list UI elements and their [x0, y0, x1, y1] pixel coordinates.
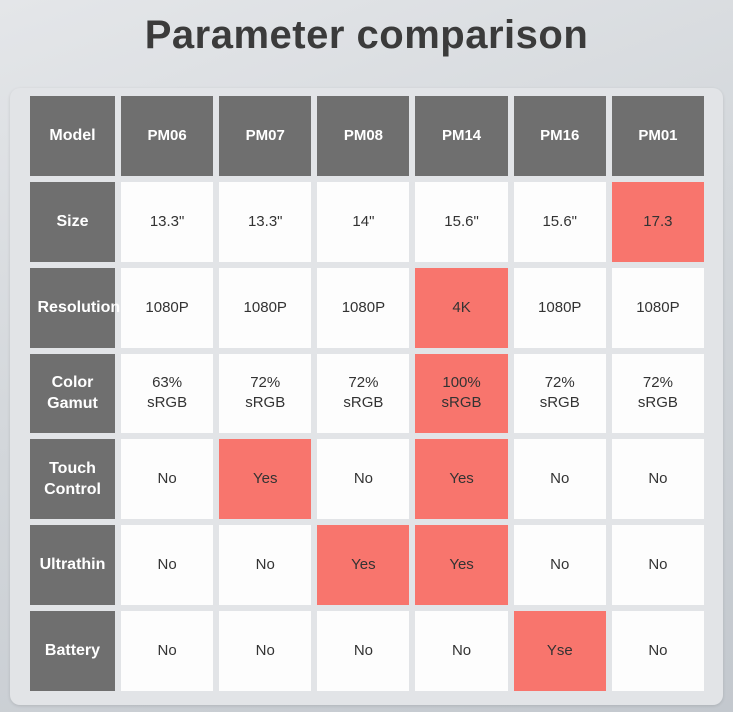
column-header-pm06: PM06 [121, 96, 214, 176]
table-cell: 13.3" [121, 181, 214, 262]
table-cell: 72% sRGB [219, 353, 312, 434]
model-header-cell: Model [30, 96, 115, 176]
comparison-panel: Model PM06 PM07 PM08 PM14 PM16 PM01 Size 13.3" 13… [10, 88, 723, 705]
table-cell: No [219, 611, 312, 691]
table-cell: No [121, 439, 214, 520]
table-cell: 1080P [317, 267, 410, 348]
table-cell: Yes [317, 525, 410, 606]
table-cell: No [611, 439, 704, 520]
table-cell: 100% sRGB [415, 353, 508, 434]
table-cell: No [219, 525, 312, 606]
table-cell: 13.3" [219, 181, 312, 262]
column-header-pm16: PM16 [513, 96, 606, 176]
table-cell: No [121, 611, 214, 691]
row-header-battery: Battery [30, 611, 115, 691]
column-header-pm14: PM14 [415, 96, 508, 176]
table-cell: 72% sRGB [513, 353, 606, 434]
table-cell: 72% sRGB [611, 353, 704, 434]
table-cell: No [415, 611, 508, 691]
table-cell: 72% sRGB [317, 353, 410, 434]
row-header-color-gamut: Color Gamut [30, 353, 115, 434]
row-header-touch-control: Touch Control [30, 439, 115, 520]
table-cell: No [121, 525, 214, 606]
table-cell: Yes [415, 439, 508, 520]
table-cell: 14" [317, 181, 410, 262]
table-cell: No [513, 525, 606, 606]
table-cell: 1080P [121, 267, 214, 348]
table-cell: 1080P [219, 267, 312, 348]
table-cell: No [317, 439, 410, 520]
column-header-pm08: PM08 [317, 96, 410, 176]
table-cell: 15.6" [513, 181, 606, 262]
row-header-ultrathin: Ultrathin [30, 525, 115, 606]
table-cell: 63% sRGB [121, 353, 214, 434]
row-header-resolution: Resolution [30, 267, 120, 348]
table-cell: Yes [219, 439, 312, 520]
table-cell: 4K [415, 267, 508, 348]
table-cell: No [513, 439, 606, 520]
table-cell: Yes [415, 525, 508, 606]
table-cell: No [611, 611, 704, 691]
column-header-pm01: PM01 [611, 96, 704, 176]
table-cell: 15.6" [415, 181, 508, 262]
page-title: Parameter comparison [144, 13, 589, 57]
table-cell: 1080P [611, 267, 704, 348]
comparison-table: Model PM06 PM07 PM08 PM14 PM16 PM01 Size 13.3" 13… [30, 96, 704, 691]
table-cell: No [611, 525, 704, 606]
table-cell: 17.3 [611, 181, 704, 262]
table-cell: 1080P [513, 267, 606, 348]
table-cell: No [317, 611, 410, 691]
row-header-size: Size [30, 181, 115, 262]
column-header-pm07: PM07 [219, 96, 312, 176]
table-cell: Yse [513, 611, 606, 691]
